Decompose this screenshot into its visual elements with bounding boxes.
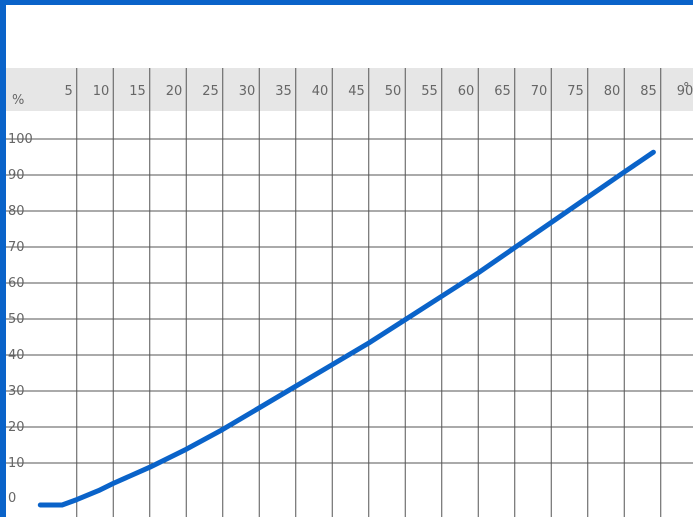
x-tick-label-55: 55	[421, 84, 438, 99]
x-tick-label-60: 60	[458, 84, 475, 99]
x-tick-label-70: 70	[531, 84, 548, 99]
y-tick-label-70: 70	[8, 240, 25, 255]
y-unit-symbol: %	[12, 93, 24, 108]
x-axis-header-band	[6, 68, 693, 111]
y-tick-label-60: 60	[8, 276, 25, 291]
x-unit-symbol: °	[683, 81, 690, 96]
y-tick-label-10: 10	[8, 456, 25, 471]
x-tick-label-35: 35	[275, 84, 292, 99]
x-tick-label-50: 50	[385, 84, 402, 99]
y-tick-label-100: 100	[8, 132, 33, 147]
x-tick-label-20: 20	[166, 84, 183, 99]
top-border	[0, 0, 693, 5]
y-tick-label-80: 80	[8, 204, 25, 219]
x-tick-label-30: 30	[239, 84, 256, 99]
y-tick-label-30: 30	[8, 384, 25, 399]
x-tick-label-25: 25	[202, 84, 219, 99]
series-line	[37, 149, 656, 508]
x-tick-label-45: 45	[348, 84, 365, 99]
x-tick-label-15: 15	[129, 84, 146, 99]
y-tick-label-90: 90	[8, 168, 25, 183]
y-tick-label-20: 20	[8, 420, 25, 435]
y-tick-label-40: 40	[8, 348, 25, 363]
x-tick-label-40: 40	[312, 84, 329, 99]
x-tick-label-10: 10	[93, 84, 110, 99]
x-tick-label-90: 90	[677, 84, 693, 99]
x-tick-label-80: 80	[604, 84, 621, 99]
y-tick-label-0: 0	[8, 491, 16, 506]
x-tick-label-85: 85	[640, 84, 657, 99]
x-tick-label-5: 5	[64, 84, 72, 99]
y-tick-label-50: 50	[8, 312, 25, 327]
x-tick-label-65: 65	[494, 84, 511, 99]
left-border	[0, 0, 6, 517]
x-tick-label-75: 75	[567, 84, 584, 99]
